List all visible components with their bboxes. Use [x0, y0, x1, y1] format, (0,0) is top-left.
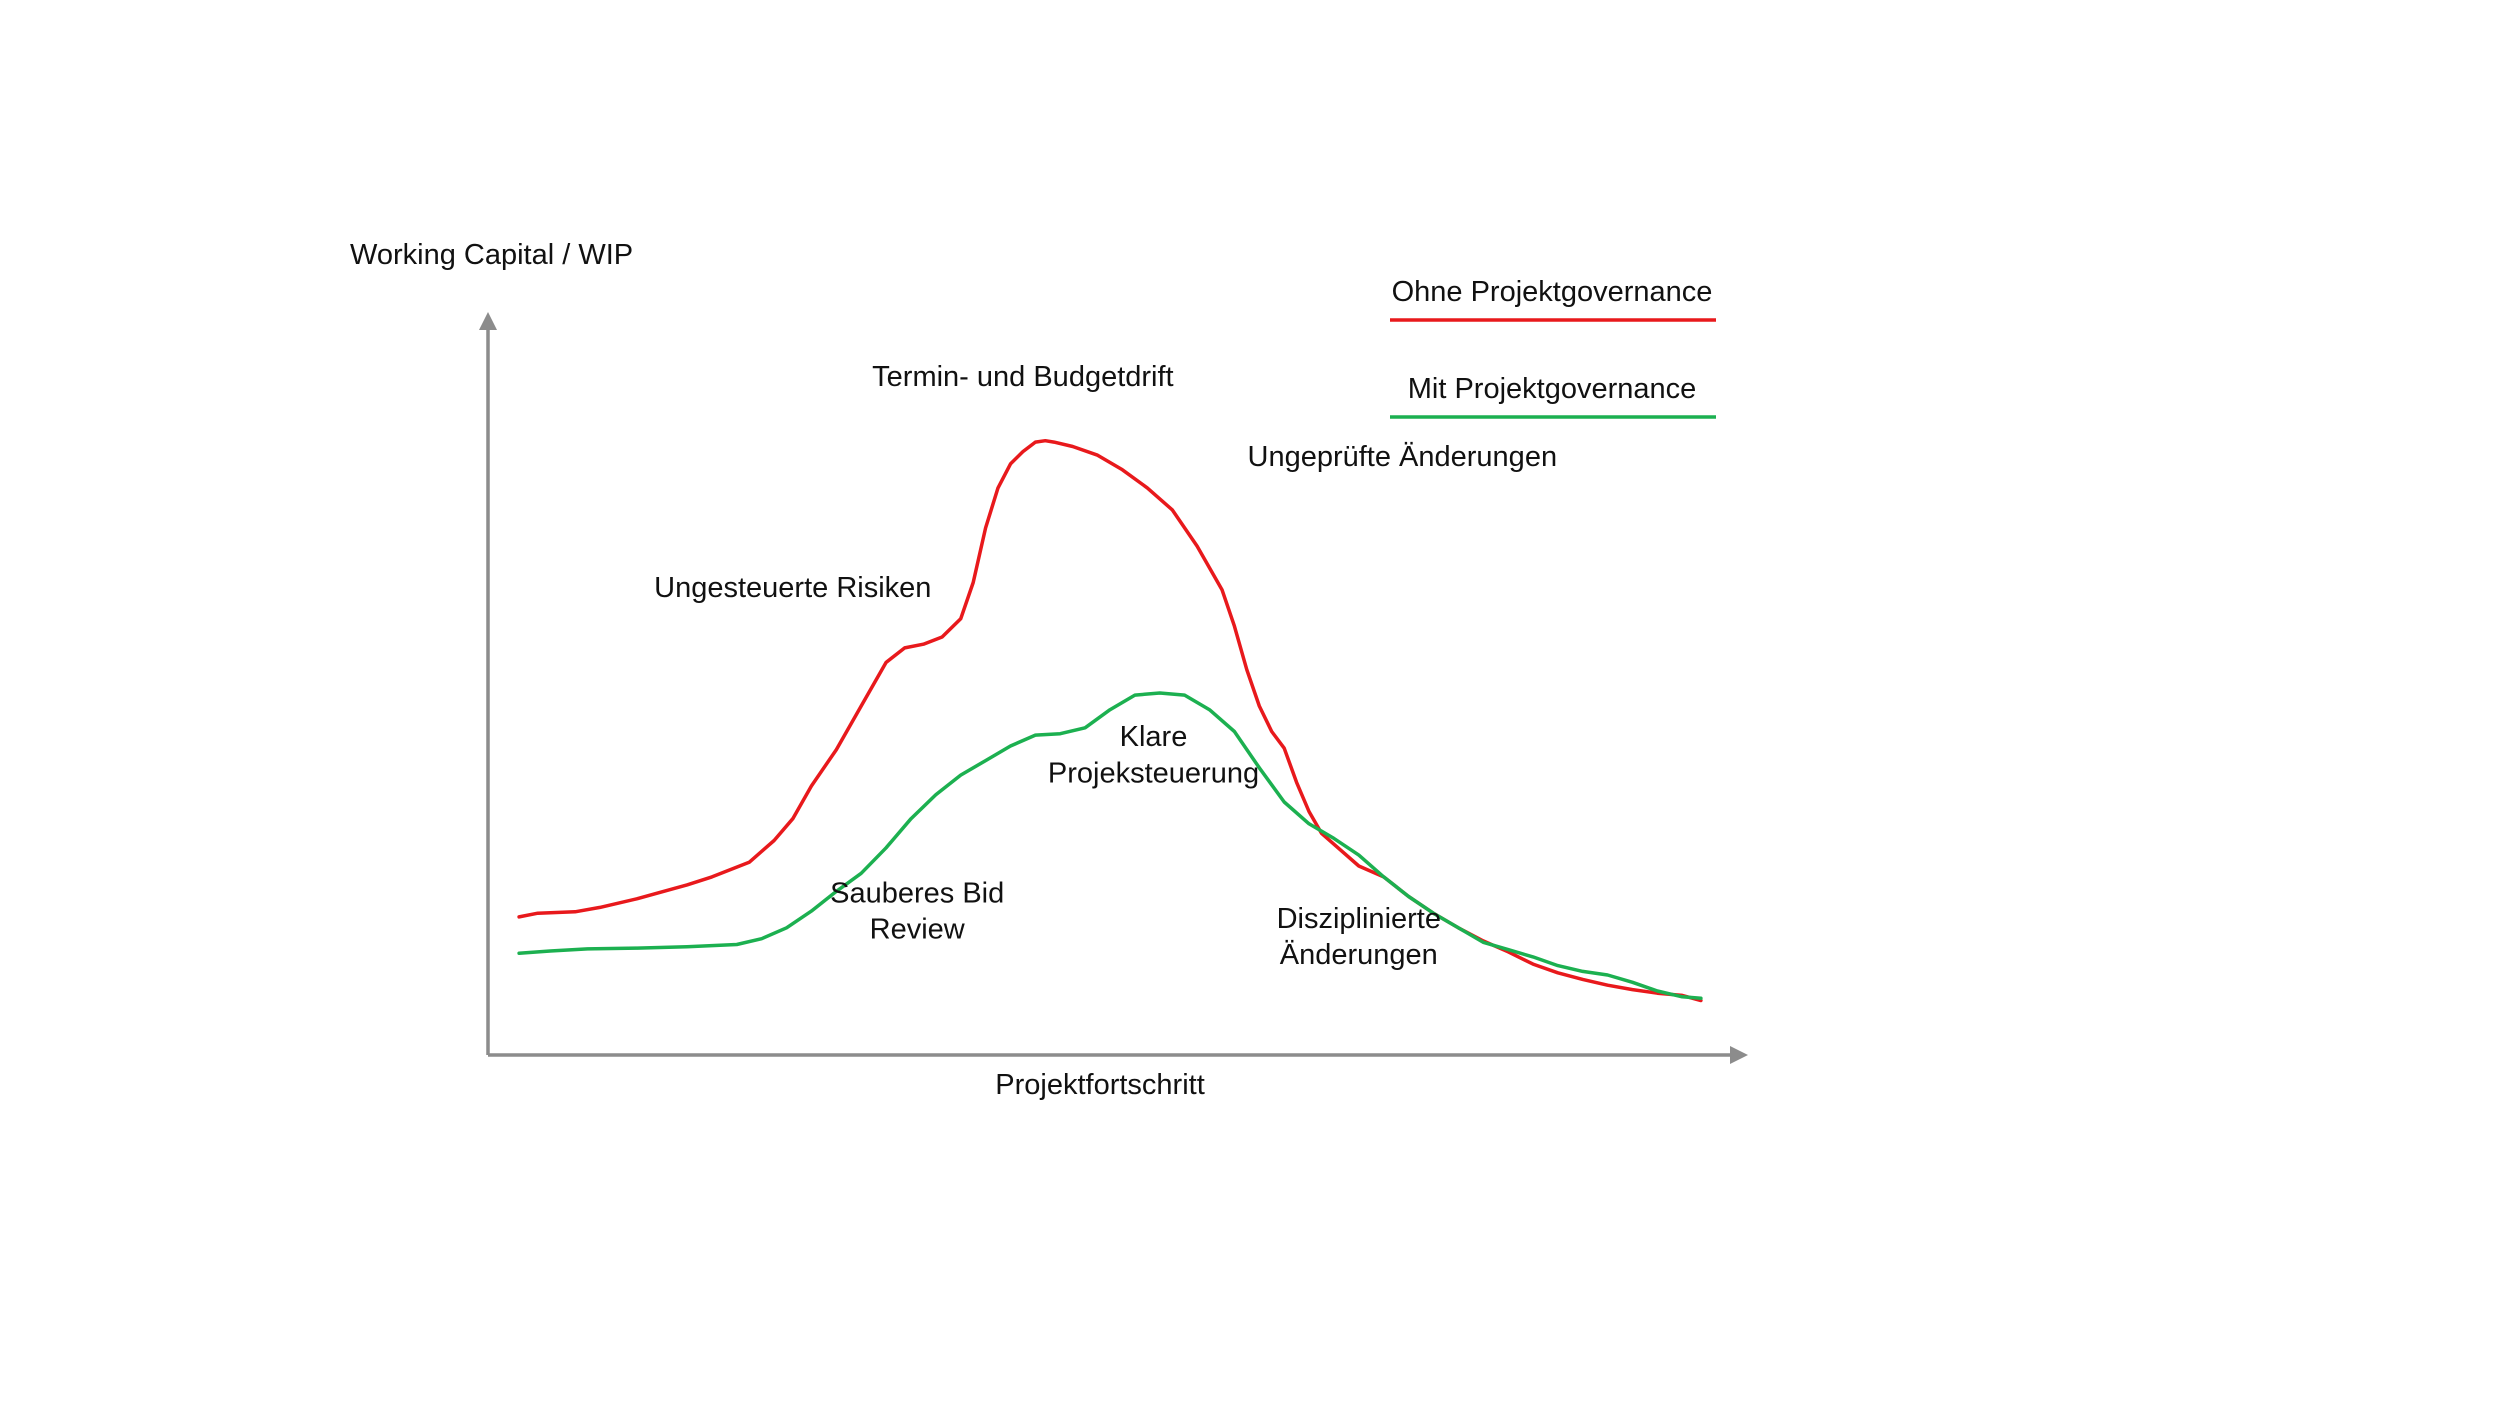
legend-label-ohne: Ohne Projektgovernance [1392, 276, 1713, 308]
y-axis-arrow [479, 312, 497, 330]
annotation-3: Klare [1120, 721, 1188, 753]
annotation-layer: Termin- und Budgetdrift Ungeprüfte Änderu… [654, 361, 1557, 971]
series-line-0 [517, 438, 1703, 1003]
annotation-2: Ungesteuerte Risiken [654, 572, 931, 604]
annotation-5: Sauberes Bid [830, 877, 1004, 909]
annotation-0: Termin- und Budgetdrift [872, 361, 1173, 393]
series-layer [517, 438, 1703, 1003]
annotation-7: Disziplinierte [1277, 903, 1441, 935]
x-axis-arrow [1730, 1046, 1748, 1064]
annotation-4: Projeksteuerung [1048, 757, 1259, 789]
x-axis-label: Projektfortschritt [995, 1069, 1205, 1101]
legend-label-mit: Mit Projektgovernance [1408, 373, 1697, 405]
annotation-6: Review [870, 914, 966, 946]
y-axis-label: Working Capital / WIP [350, 239, 633, 271]
series-line-1 [517, 691, 1703, 1001]
legend: Ohne Projektgovernance Mit Projektgovern… [1390, 276, 1716, 419]
annotation-8: Änderungen [1280, 939, 1438, 971]
annotation-1: Ungeprüfte Änderungen [1248, 441, 1558, 473]
